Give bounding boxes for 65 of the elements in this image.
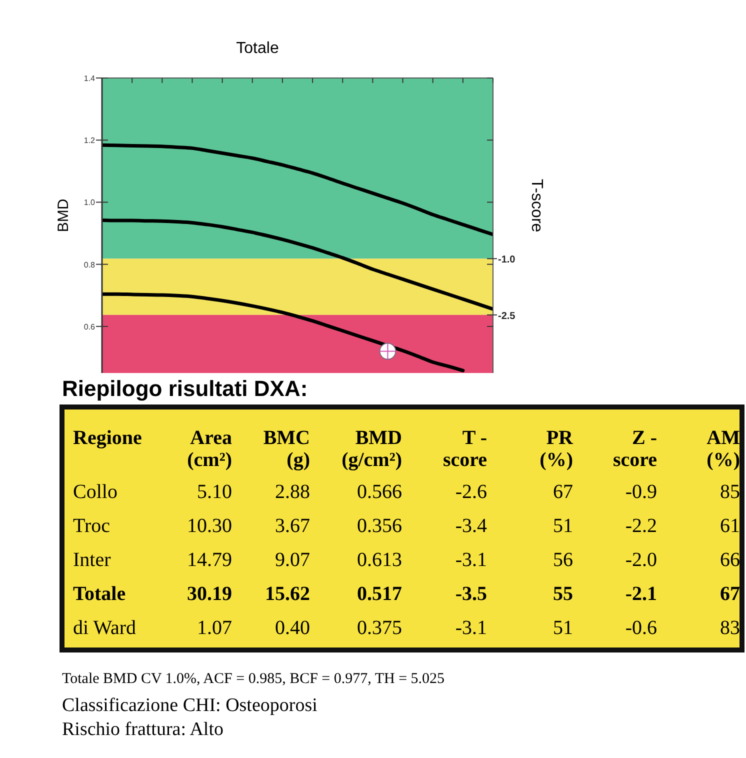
text: 3.67	[275, 515, 310, 537]
text: 9.07	[275, 549, 310, 571]
text: 55	[553, 583, 573, 605]
y-axis-title: BMD	[55, 198, 72, 232]
y-tick-label: 0.8	[84, 260, 96, 270]
text: Totale	[73, 583, 126, 605]
text: 67	[553, 481, 573, 503]
text: 15.62	[265, 583, 310, 605]
category-label: BMC (g)	[263, 427, 310, 471]
text: Troc	[73, 515, 110, 537]
text: 30.19	[187, 583, 232, 605]
category-label: Regione	[73, 427, 142, 449]
text: -2.0	[625, 549, 657, 571]
text: 85	[720, 481, 740, 503]
text: -0.9	[625, 481, 657, 503]
text: 51	[553, 617, 573, 639]
text: 51	[553, 515, 573, 537]
y2-axis-title: T-score	[528, 178, 545, 232]
line-series	[102, 218, 493, 311]
y2-tick-label: -1.0	[498, 254, 516, 266]
text: 5.10	[197, 481, 232, 503]
text: di Ward	[73, 617, 136, 639]
category-label: Area (cm²)	[187, 427, 232, 471]
text: -3.1	[455, 549, 487, 571]
chart-title: Totale	[236, 40, 279, 57]
text: Classificazione CHI: Osteoporosi	[62, 695, 318, 716]
text: Inter	[73, 549, 111, 571]
text: -3.4	[455, 515, 487, 537]
text: Riepilogo risultati DXA:	[62, 376, 308, 401]
text: 56	[553, 549, 573, 571]
y-tick-label: 0.6	[84, 322, 96, 332]
text: 1.07	[197, 617, 232, 639]
text: Totale BMD CV 1.0%, ACF = 0.985, BCF = 0.977, TH = 5.025	[62, 671, 445, 687]
text: -0.6	[625, 617, 657, 639]
text: 14.79	[187, 549, 232, 571]
text: -3.1	[455, 617, 487, 639]
text: 0.613	[357, 549, 402, 571]
text: 83	[720, 617, 740, 639]
text: -2.1	[625, 583, 657, 605]
line-series	[102, 292, 465, 372]
category-label: BMD (g/cm²)	[342, 427, 402, 471]
line-series	[102, 143, 493, 236]
y-tick-label: 1.4	[84, 74, 96, 83]
text: 2.88	[275, 481, 310, 503]
category-label: PR (%)	[540, 427, 574, 471]
y-tick-label: 1.2	[84, 136, 96, 146]
text: 61	[720, 515, 740, 537]
text: Rischio frattura: Alto	[62, 719, 224, 740]
text: 0.356	[357, 515, 402, 537]
text: -3.5	[455, 583, 487, 605]
category-label: AM (%)	[706, 427, 740, 471]
category-label: Z - score	[612, 427, 658, 471]
text: Collo	[73, 481, 118, 503]
text: 10.30	[187, 515, 232, 537]
text: 0.375	[357, 617, 402, 639]
y2-tick-label: -2.5	[498, 310, 516, 322]
text: 0.40	[275, 617, 310, 639]
text: 66	[720, 549, 740, 571]
text: 67	[720, 583, 740, 605]
text: -2.6	[455, 481, 487, 503]
text: 0.566	[357, 481, 402, 503]
y-tick-label: 1.0	[84, 198, 96, 208]
text: -2.2	[625, 515, 657, 537]
category-label: T - score	[442, 427, 488, 471]
text: 0.517	[357, 583, 402, 605]
